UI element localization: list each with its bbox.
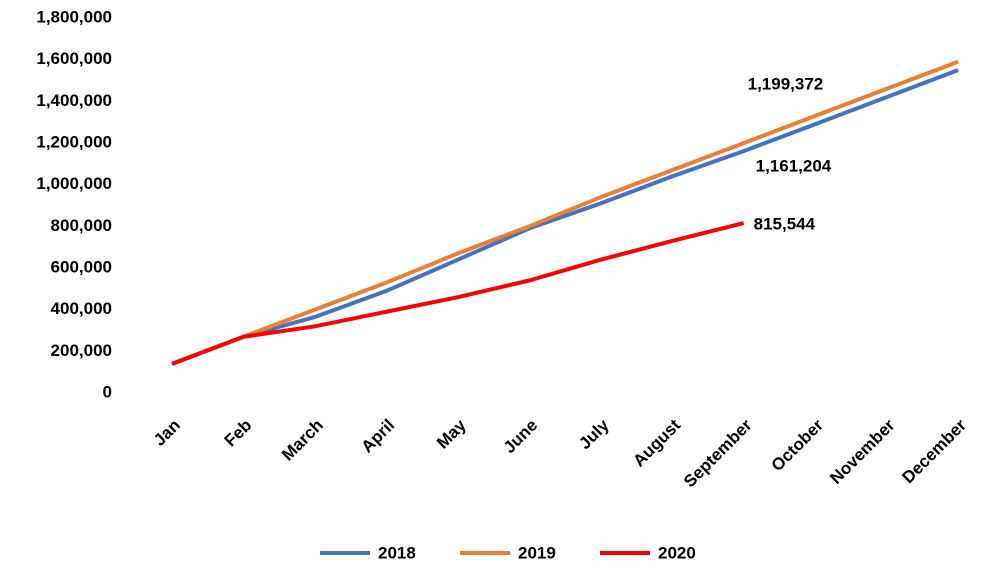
y-tick-label: 0	[103, 382, 112, 401]
legend-label: 2019	[518, 543, 556, 562]
x-tick-label: April	[358, 416, 399, 457]
y-tick-label: 400,000	[51, 299, 112, 318]
y-tick-label: 1,600,000	[36, 49, 112, 68]
data-label: 815,544	[754, 215, 816, 234]
series-line	[171, 68, 959, 366]
y-tick-label: 1,000,000	[36, 174, 112, 193]
legend-label: 2018	[378, 543, 416, 562]
y-tick-label: 600,000	[51, 257, 112, 276]
y-tick-label: 1,800,000	[36, 7, 112, 26]
x-tick-label: November	[826, 415, 898, 487]
x-tick-label: March	[278, 416, 327, 465]
x-tick-label: August	[629, 415, 684, 470]
data-label: 1,161,204	[756, 157, 832, 176]
series-line	[171, 59, 959, 366]
legend-label: 2020	[658, 543, 696, 562]
series-line	[171, 221, 745, 366]
x-tick-label: July	[575, 415, 613, 453]
x-tick-label: Jan	[150, 416, 184, 450]
data-label: 1,199,372	[748, 75, 824, 94]
y-tick-label: 200,000	[51, 341, 112, 360]
x-tick-label: December	[898, 415, 970, 487]
y-tick-label: 1,400,000	[36, 91, 112, 110]
x-tick-label: June	[500, 416, 541, 457]
y-tick-label: 800,000	[51, 216, 112, 235]
x-tick-label: Feb	[221, 416, 256, 451]
y-tick-label: 1,200,000	[36, 132, 112, 151]
x-tick-label: September	[680, 415, 756, 491]
x-tick-label: May	[433, 415, 470, 452]
x-tick-label: October	[768, 415, 828, 475]
